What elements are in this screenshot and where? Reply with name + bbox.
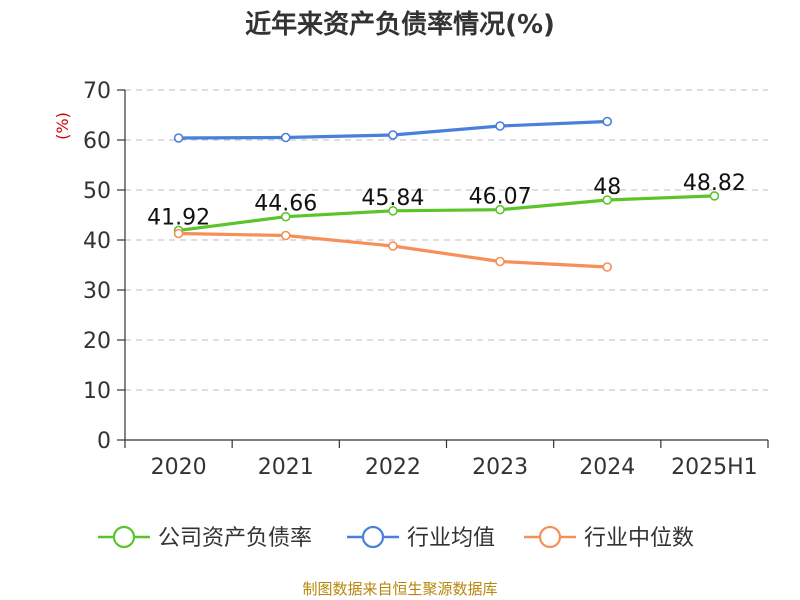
grid-lines xyxy=(125,89,768,391)
legend: 公司资产负债率 行业均值 行业中位数 xyxy=(98,525,694,551)
y-tick-label: 60 xyxy=(83,129,111,154)
data-label: 45.84 xyxy=(361,186,424,211)
x-tick-label: 2024 xyxy=(579,455,635,480)
data-label: 44.66 xyxy=(254,192,317,217)
legend-marker xyxy=(361,525,385,549)
y-tick-label: 20 xyxy=(83,329,111,354)
data-point xyxy=(495,121,505,131)
x-tick-label: 2021 xyxy=(258,455,314,480)
data-point xyxy=(602,262,613,272)
legend-marker xyxy=(112,525,136,549)
legend-label: 行业均值 xyxy=(407,526,495,551)
legend-marker xyxy=(538,525,562,549)
data-point xyxy=(388,206,398,216)
data-point xyxy=(280,211,291,222)
data-label: 48.82 xyxy=(683,171,746,196)
legend-item[interactable]: 行业均值 xyxy=(347,525,495,551)
data-point xyxy=(495,256,505,267)
data-labels: 41.92 44.66 45.84 46.07 48 48.82 xyxy=(147,171,746,231)
y-tick-label: 40 xyxy=(83,229,111,254)
axes: 0 10 20 30 40 50 60 70 2020 2021 2022 2023 2024 2025H… xyxy=(83,79,769,480)
chart-title: 近年来资产负债率情况(%) xyxy=(245,9,555,40)
x-tick-label: 2023 xyxy=(472,455,528,480)
data-point xyxy=(388,241,398,251)
y-tick-label: 0 xyxy=(97,429,111,454)
y-tick-label: 10 xyxy=(83,379,111,404)
series-line-0 xyxy=(177,194,716,232)
source-note: 制图数据来自恒生聚源数据库 xyxy=(302,580,497,598)
data-point xyxy=(602,195,613,205)
data-point xyxy=(709,191,720,201)
series-lines xyxy=(173,116,720,272)
data-label: 46.07 xyxy=(469,185,532,210)
data-point xyxy=(173,228,184,239)
data-point xyxy=(602,116,613,127)
y-tick-label: 70 xyxy=(83,79,111,104)
y-tick-label: 50 xyxy=(83,179,111,204)
x-tick-label: 2020 xyxy=(151,455,207,480)
data-point xyxy=(280,230,291,241)
data-point xyxy=(388,130,398,140)
data-point xyxy=(280,132,291,143)
legend-item[interactable]: 公司资产负债率 xyxy=(98,525,312,551)
y-tick-label: 30 xyxy=(83,279,111,304)
legend-item[interactable]: 行业中位数 xyxy=(524,525,694,551)
y-axis-label: (%) xyxy=(53,112,72,140)
data-label: 41.92 xyxy=(147,205,210,230)
data-point xyxy=(173,133,184,143)
legend-label: 行业中位数 xyxy=(584,526,694,551)
x-tick-label: 2022 xyxy=(365,455,421,480)
data-point xyxy=(495,204,505,215)
legend-label: 公司资产负债率 xyxy=(158,526,312,551)
x-tick-label: 2025H1 xyxy=(671,455,758,480)
data-label: 48 xyxy=(593,175,621,200)
